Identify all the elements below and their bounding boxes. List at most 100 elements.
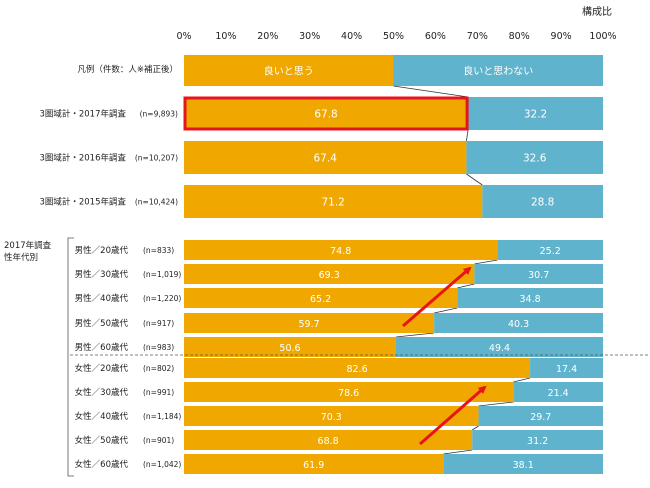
value-label-good: 74.8: [330, 246, 351, 257]
row-n: (n=901): [143, 436, 174, 445]
bar-not-good: [497, 240, 603, 260]
row-label: 3圏域計・2015年調査: [39, 197, 126, 208]
bar-not-good: [434, 313, 603, 333]
x-axis-ticks: 0% 10% 20% 30% 40% 50% 60% 70% 80% 90% 100%: [176, 31, 616, 42]
row-label: 女性／50歳代: [75, 435, 129, 446]
value-label-good: 67.8: [314, 109, 337, 121]
value-label-not-good: 21.4: [548, 388, 569, 399]
row-n: (n=991): [143, 388, 174, 397]
x-tick-label: 100%: [589, 31, 616, 42]
legend-label-good: 良いと思う: [264, 65, 314, 78]
bar-good: [184, 454, 444, 474]
x-tick-label: 80%: [509, 31, 530, 42]
row-n: (n=9,893): [140, 110, 178, 119]
bar-good: [184, 185, 483, 218]
bar-good: [184, 430, 473, 450]
row-label: 男性／40歳代: [75, 293, 129, 304]
section-label-line: 性年代別: [4, 252, 38, 263]
section-label-line: 2017年調査: [4, 240, 52, 251]
value-label-not-good: 49.4: [489, 343, 510, 354]
value-label-not-good: 32.2: [524, 109, 547, 121]
value-label-not-good: 30.7: [528, 270, 549, 281]
connector-line: [457, 283, 475, 289]
legend-swatch-good: [184, 55, 394, 86]
value-label-not-good: 34.8: [520, 294, 541, 305]
trend-arrow: [402, 266, 472, 328]
highlight-box: [183, 96, 469, 131]
bar-not-good: [474, 264, 603, 284]
bar-not-good: [443, 454, 603, 474]
value-label-not-good: 32.6: [523, 153, 547, 165]
value-label-good: 65.2: [310, 294, 331, 305]
x-tick-label: 40%: [341, 31, 362, 42]
row-n: (n=1,220): [143, 294, 181, 303]
bar-good: [184, 288, 458, 308]
x-tick-label: 10%: [215, 31, 236, 42]
x-tick-label: 20%: [257, 31, 278, 42]
value-label-not-good: 31.2: [527, 436, 548, 447]
bar-not-good: [396, 337, 603, 357]
legend-label-not-good: 良いと思わない: [463, 65, 533, 78]
connector-line: [513, 377, 531, 383]
bar-good: [184, 313, 435, 333]
bar-good: [184, 358, 531, 378]
row-n: (n=1,042): [143, 460, 181, 469]
value-label-not-good: 28.8: [531, 197, 554, 209]
value-label-good: 70.3: [321, 412, 342, 423]
legend-swatch-not-good: [393, 55, 603, 86]
x-tick-label: 30%: [299, 31, 320, 42]
connector-line: [443, 449, 473, 455]
connector-line: [395, 332, 435, 338]
row-n: (n=10,207): [135, 154, 178, 163]
row-label: 3圏域計・2016年調査: [39, 153, 126, 164]
connector-line: [466, 129, 469, 142]
bar-good: [184, 97, 469, 130]
bars: 67.8 32.2 67.4 32.6 71.2 28.8 74.8 25.2 69.3 30.7…: [184, 97, 603, 474]
legend: 凡例（件数：人※補正後） 良いと思う 良いと思わない: [77, 55, 603, 86]
connector-line: [474, 259, 498, 265]
bar-not-good: [468, 97, 603, 130]
bar-good: [184, 240, 498, 260]
row-label: 男性／60歳代: [75, 342, 129, 353]
row-label: 女性／60歳代: [75, 459, 129, 470]
connector-lines: [393, 85, 531, 455]
connector-line: [478, 401, 514, 407]
x-tick-label: 90%: [551, 31, 572, 42]
connector-line: [393, 85, 469, 98]
row-labels: 3圏域計・2017年調査 (n=9,893) 3圏域計・2016年調査 (n=10,2…: [39, 109, 181, 471]
bar-not-good: [466, 141, 603, 174]
value-label-not-good: 38.1: [513, 460, 534, 471]
row-n: (n=1,019): [143, 270, 181, 279]
row-n: (n=983): [143, 343, 174, 352]
bar-not-good: [482, 185, 603, 218]
value-label-good: 71.2: [321, 197, 344, 209]
bar-not-good: [478, 406, 603, 426]
trend-arrow: [419, 385, 487, 446]
unit-label: 構成比: [582, 5, 612, 18]
row-label: 男性／50歳代: [75, 318, 129, 329]
value-label-good: 61.9: [303, 460, 324, 471]
row-n: (n=833): [143, 246, 174, 255]
bracket: [67, 237, 74, 477]
row-n: (n=10,424): [135, 198, 178, 207]
value-label-not-good: 29.7: [530, 412, 551, 423]
row-label: 女性／40歳代: [75, 411, 129, 422]
value-label-good: 67.4: [314, 153, 338, 165]
bar-not-good: [513, 382, 603, 402]
bar-good: [184, 382, 514, 402]
value-label-not-good: 25.2: [540, 246, 561, 257]
connector-line: [466, 173, 483, 186]
bar-not-good: [457, 288, 603, 308]
x-tick-label: 60%: [425, 31, 446, 42]
row-n: (n=917): [143, 319, 174, 328]
value-label-good: 68.8: [318, 436, 339, 447]
bar-good: [184, 264, 475, 284]
connector-line: [472, 425, 479, 431]
annotations: [70, 96, 650, 446]
x-tick-label: 70%: [467, 31, 488, 42]
value-label-good: 78.6: [338, 388, 359, 399]
bar-good: [184, 141, 467, 174]
value-label-good: 59.7: [298, 319, 319, 330]
